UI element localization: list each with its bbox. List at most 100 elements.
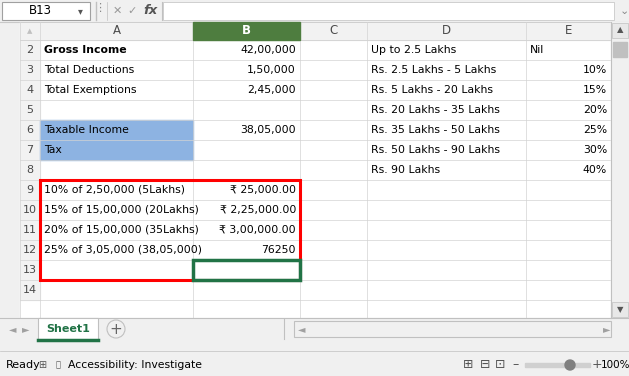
Text: ⊞: ⊞	[38, 360, 46, 370]
Text: 3: 3	[26, 65, 33, 75]
Text: 2: 2	[26, 45, 33, 55]
Text: D: D	[442, 24, 451, 38]
Bar	[20, 220, 40, 240]
Text: 7: 7	[26, 145, 33, 155]
Text: 4: 4	[26, 85, 33, 95]
Text: 2,45,000: 2,45,000	[247, 85, 296, 95]
Text: ⌄: ⌄	[620, 6, 629, 16]
Text: E: E	[565, 24, 572, 38]
Text: Gross Income: Gross Income	[44, 45, 126, 55]
Text: +: +	[592, 358, 603, 371]
Text: B: B	[242, 24, 251, 38]
Bar	[20, 180, 40, 200]
Text: ⊟: ⊟	[480, 358, 490, 371]
Text: Nil: Nil	[530, 45, 544, 55]
Bar	[20, 120, 40, 140]
Bar	[611, 22, 629, 318]
Text: 6: 6	[26, 125, 33, 135]
Text: 10% of 2,50,000 (5Lakhs): 10% of 2,50,000 (5Lakhs)	[44, 185, 185, 195]
Bar	[20, 240, 40, 260]
Text: A: A	[113, 24, 121, 38]
Text: ►: ►	[22, 324, 30, 334]
Text: +: +	[109, 321, 123, 337]
Text: Taxable Income: Taxable Income	[44, 125, 129, 135]
Text: Sheet1: Sheet1	[46, 324, 90, 334]
Circle shape	[565, 360, 575, 370]
Text: 1,50,000: 1,50,000	[247, 65, 296, 75]
Text: 30%: 30%	[582, 145, 607, 155]
Text: 38,05,000: 38,05,000	[240, 125, 296, 135]
Bar	[20, 280, 40, 300]
Text: ⊡: ⊡	[495, 358, 505, 371]
Bar	[193, 260, 300, 280]
Bar	[0, 0, 629, 22]
Text: ₹ 2,25,000.00: ₹ 2,25,000.00	[220, 205, 296, 215]
Bar	[2, 2, 90, 20]
Bar	[20, 140, 40, 160]
Text: 🔧: 🔧	[55, 361, 60, 370]
Text: Rs. 2.5 Lakhs - 5 Lakhs: Rs. 2.5 Lakhs - 5 Lakhs	[371, 65, 496, 75]
Bar	[20, 40, 40, 60]
Bar	[294, 321, 611, 337]
Text: Rs. 20 Lakhs - 35 Lakhs: Rs. 20 Lakhs - 35 Lakhs	[371, 105, 500, 115]
Text: ▲: ▲	[617, 26, 623, 35]
Bar	[40, 120, 193, 140]
Text: ▾: ▾	[77, 6, 82, 16]
Text: Rs. 50 Lakhs - 90 Lakhs: Rs. 50 Lakhs - 90 Lakhs	[371, 145, 500, 155]
Text: 15%: 15%	[583, 85, 607, 95]
Text: ⊞: ⊞	[463, 358, 473, 371]
Text: 9: 9	[26, 185, 33, 195]
Text: 20% of 15,00,000 (35Lakhs): 20% of 15,00,000 (35Lakhs)	[44, 225, 199, 235]
Text: Up to 2.5 Lakhs: Up to 2.5 Lakhs	[371, 45, 456, 55]
Bar	[38, 318, 98, 340]
Text: ⋮: ⋮	[94, 3, 106, 13]
Text: 8: 8	[26, 165, 33, 175]
Bar	[40, 140, 193, 160]
Text: fx: fx	[143, 5, 157, 18]
Text: ₹ 3,00,000.00: ₹ 3,00,000.00	[220, 225, 296, 235]
Bar	[20, 200, 40, 220]
Text: ✕: ✕	[113, 6, 121, 16]
Text: Rs. 90 Lakhs: Rs. 90 Lakhs	[371, 165, 440, 175]
Text: C: C	[330, 24, 338, 38]
Text: –: –	[513, 358, 519, 371]
Text: ✓: ✓	[127, 6, 136, 16]
Bar	[193, 22, 300, 40]
Text: 13: 13	[23, 265, 37, 275]
Text: ₹ 25,000.00: ₹ 25,000.00	[230, 185, 296, 195]
Bar	[613, 42, 627, 57]
Bar	[20, 22, 611, 40]
Text: Rs. 5 Lakhs - 20 Lakhs: Rs. 5 Lakhs - 20 Lakhs	[371, 85, 493, 95]
Bar	[20, 160, 40, 180]
Text: 5: 5	[26, 105, 33, 115]
Text: 76250: 76250	[262, 245, 296, 255]
Text: 12: 12	[23, 245, 37, 255]
Text: 10: 10	[23, 205, 37, 215]
Bar	[0, 318, 629, 376]
Text: ▼: ▼	[617, 305, 623, 314]
Bar	[0, 351, 629, 376]
Bar	[20, 100, 40, 120]
Text: Total Deductions: Total Deductions	[44, 65, 134, 75]
Text: 15% of 15,00,000 (20Lakhs): 15% of 15,00,000 (20Lakhs)	[44, 205, 199, 215]
Text: Total Exemptions: Total Exemptions	[44, 85, 136, 95]
Text: Ready: Ready	[6, 360, 41, 370]
Text: 10%: 10%	[582, 65, 607, 75]
Bar	[612, 302, 628, 317]
Text: ▲: ▲	[27, 28, 33, 34]
Text: 20%: 20%	[582, 105, 607, 115]
Text: ◄: ◄	[298, 324, 306, 334]
Text: Tax: Tax	[44, 145, 62, 155]
Bar	[20, 260, 40, 280]
Text: 25%: 25%	[583, 125, 607, 135]
Text: ►: ►	[603, 324, 611, 334]
Text: 42,00,000: 42,00,000	[240, 45, 296, 55]
Text: 11: 11	[23, 225, 37, 235]
Bar	[20, 60, 40, 80]
Bar	[20, 80, 40, 100]
Text: Accessibility: Investigate: Accessibility: Investigate	[68, 360, 202, 370]
Text: Rs. 35 Lakhs - 50 Lakhs: Rs. 35 Lakhs - 50 Lakhs	[371, 125, 500, 135]
Circle shape	[107, 320, 125, 338]
Text: ◄: ◄	[9, 324, 17, 334]
Bar	[612, 23, 628, 38]
